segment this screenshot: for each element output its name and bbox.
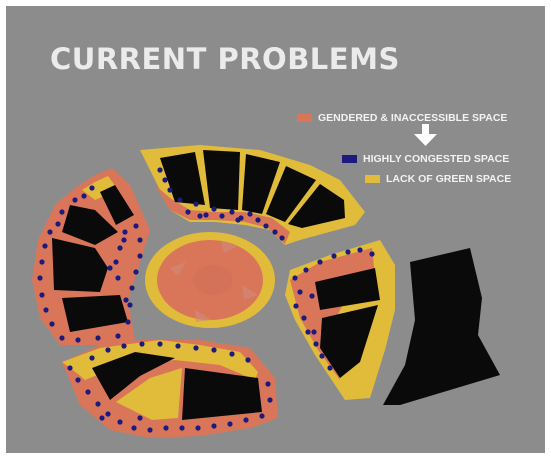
legend-swatch-gendered bbox=[297, 114, 312, 122]
bottom-block bbox=[62, 340, 278, 438]
legend-item-gendered: GENDERED & INACCESSIBLE SPACE bbox=[297, 112, 507, 124]
right-block bbox=[285, 240, 395, 400]
legend-swatch-congested bbox=[342, 155, 357, 163]
legend-label-green: LACK OF GREEN SPACE bbox=[386, 173, 512, 185]
legend-item-green: LACK OF GREEN SPACE bbox=[365, 173, 511, 185]
legend-item-congested: HIGHLY CONGESTED SPACE bbox=[342, 153, 509, 165]
congestion-dots bbox=[37, 167, 375, 433]
legend-label-congested: HIGHLY CONGESTED SPACE bbox=[363, 153, 510, 165]
legend-swatch-green bbox=[365, 175, 380, 183]
down-arrow-icon bbox=[414, 124, 437, 146]
top-block bbox=[140, 145, 365, 245]
central-plaza bbox=[145, 232, 275, 328]
legend-label-gendered: GENDERED & INACCESSIBLE SPACE bbox=[318, 112, 508, 124]
large-building bbox=[383, 248, 500, 405]
left-block bbox=[32, 168, 150, 345]
diagram-title: CURRENT PROBLEMS bbox=[50, 42, 400, 76]
